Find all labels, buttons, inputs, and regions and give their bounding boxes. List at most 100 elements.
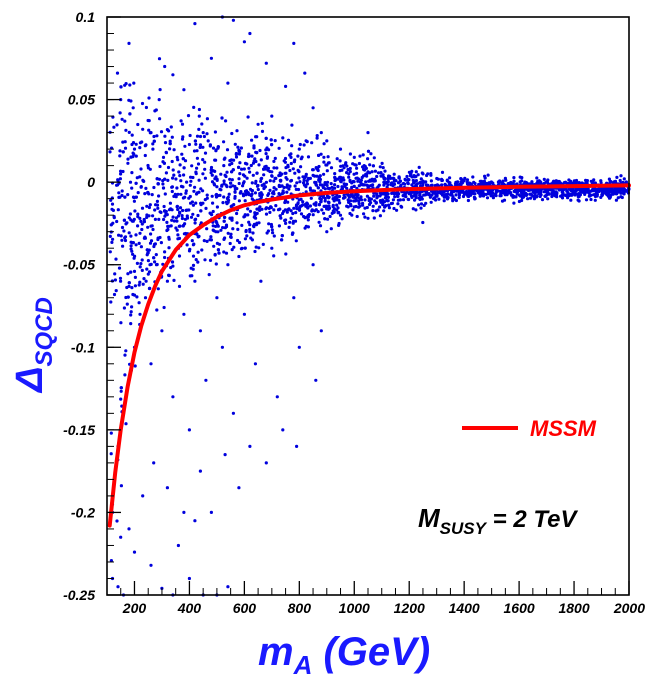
scatter-point [264,461,268,465]
scatter-point [198,145,202,149]
scatter-point [440,193,445,197]
scatter-point [272,179,276,183]
scatter-point [190,239,194,243]
scatter-point [108,234,112,238]
scatter-point [199,209,203,213]
scatter-point [554,179,558,183]
scatter-point [208,238,212,242]
scatter-point [291,221,295,225]
scatter-point [491,181,495,185]
scatter-point [185,214,189,218]
scatter-point [284,176,288,180]
scatter-point [289,209,293,213]
scatter-point [320,208,324,212]
scatter-point [159,130,164,134]
scatter-point [131,195,136,199]
scatter-point [440,177,444,181]
scatter-point [158,88,162,92]
scatter-point [318,174,322,178]
scatter-point [245,176,249,180]
scatter-point [317,220,321,224]
scatter-point [310,141,314,145]
scatter-point [239,146,243,150]
scatter-point [382,180,386,184]
scatter-point [126,193,130,197]
scatter-point [248,170,252,174]
scatter-point [145,253,149,257]
scatter-point [278,178,282,183]
scatter-point [149,239,154,243]
scatter-point [113,278,117,282]
scatter-point [118,154,122,158]
scatter-point [270,246,274,250]
scatter-point [416,173,420,177]
scatter-point [527,182,531,186]
scatter-point [141,494,145,498]
scatter-point [209,510,213,514]
scatter-point [238,191,242,195]
scatter-point [163,177,167,181]
scatter-point [247,220,251,224]
scatter-point [353,163,357,167]
scatter-point [171,176,175,180]
scatter-point [231,411,235,415]
scatter-point [574,192,578,196]
scatter-point [196,260,200,264]
scatter-point [297,345,301,349]
scatter-point [143,153,147,158]
scatter-point [314,203,318,207]
scatter-point [597,189,601,193]
scatter-point [459,183,463,187]
scatter-point [130,171,134,175]
scatter-point [254,245,258,249]
scatter-point [179,192,183,196]
scatter-point [121,169,125,174]
scatter-point [355,166,359,170]
scatter-point [250,154,254,158]
scatter-point [191,203,195,207]
scatter-point [162,161,166,165]
scatter-point [420,184,424,188]
scatter-point [291,211,295,216]
scatter-point [286,138,291,142]
scatter-point [410,169,414,173]
scatter-point [133,364,137,368]
scatter-point [166,224,170,228]
scatter-point [252,215,256,219]
scatter-point [117,266,122,270]
scatter-point [286,163,290,167]
scatter-point [347,200,351,204]
scatter-point [132,256,136,260]
scatter-point [138,146,142,150]
scatter-point [257,163,261,167]
scatter-point [180,216,184,221]
scatter-point [356,179,360,183]
scatter-point [361,153,365,157]
scatter-point [151,142,155,146]
x-tick-label: 200 [122,600,147,616]
scatter-point [187,196,191,200]
scatter-point [401,198,406,202]
scatter-point [354,204,358,209]
scatter-point [233,142,237,146]
scatter-point [366,216,370,220]
scatter-point [524,191,528,196]
scatter-point [128,180,133,184]
scatter-point [583,192,587,196]
scatter-point [577,181,581,185]
scatter-point [119,321,123,325]
scatter-point [158,164,162,169]
scatter-point [471,175,475,179]
scatter-point [363,206,367,210]
scatter-point [127,41,131,46]
scatter-point [414,170,418,174]
scatter-point [115,71,120,75]
scatter-point [322,142,326,146]
scatter-point [366,157,370,161]
scatter-point [230,161,234,166]
scatter-point [119,279,123,283]
scatter-point [219,228,223,232]
scatter-point [494,190,498,194]
scatter-point [114,289,118,293]
scatter-point [154,108,158,112]
